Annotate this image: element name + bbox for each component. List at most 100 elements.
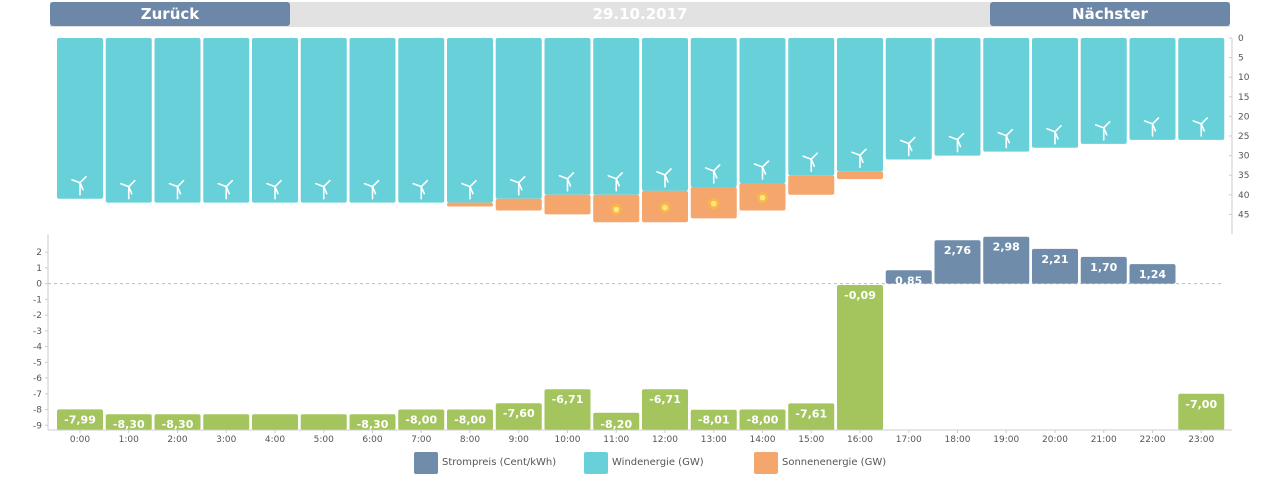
x-tick-label: 3:00	[216, 435, 236, 445]
wind-bar	[1129, 38, 1176, 140]
energy-y-tick-label: 35	[1238, 171, 1249, 181]
price-y-tick-label: -8	[33, 406, 42, 416]
price-data-label: -8,01	[698, 414, 730, 427]
price-data-label: -8,00	[747, 414, 779, 427]
legend-swatch-wind	[584, 452, 608, 474]
wind-bar	[1080, 38, 1127, 144]
energy-y-tick-label: 25	[1238, 132, 1249, 142]
solar-bar	[788, 175, 835, 195]
wind-turbine-icon	[704, 164, 721, 184]
wind-turbine-icon	[1094, 121, 1111, 141]
x-tick-label: 17:00	[896, 435, 922, 445]
wind-turbine-icon	[656, 168, 672, 188]
wind-bar	[154, 38, 201, 203]
wind-turbine-icon	[802, 152, 819, 172]
wind-turbine-icon	[412, 179, 429, 200]
wind-bar	[690, 38, 737, 187]
price-bar	[349, 414, 396, 430]
price-bar	[544, 389, 591, 430]
energy-y-tick-label: 5	[1238, 54, 1244, 64]
price-y-tick-label: 1	[36, 264, 42, 274]
price-data-label: 2,76	[944, 244, 971, 257]
x-tick-label: 7:00	[411, 435, 431, 445]
x-tick-label: 19:00	[993, 435, 1019, 445]
wind-bar	[398, 38, 445, 203]
price-data-label: -7,61	[795, 407, 827, 420]
price-bar	[642, 389, 688, 430]
price-data-label: -8,30	[162, 418, 194, 431]
wind-turbine-icon	[1143, 117, 1160, 137]
price-data-label: -7,99	[64, 413, 96, 426]
back-button[interactable]: Zurück	[50, 2, 290, 26]
price-data-label: -7,00	[1185, 398, 1217, 411]
x-tick-label: 0:00	[70, 435, 90, 445]
wind-bar	[739, 38, 786, 184]
x-tick-label: 6:00	[362, 435, 382, 445]
x-tick-label: 21:00	[1091, 435, 1117, 445]
wind-turbine-icon	[607, 172, 624, 192]
wind-turbine-icon	[461, 179, 477, 200]
wind-bar	[1178, 38, 1225, 140]
wind-turbine-icon	[314, 179, 331, 200]
price-data-label: 0,85	[895, 274, 922, 287]
energy-y-tick-label: 40	[1238, 191, 1250, 201]
price-data-label: -8,30	[113, 418, 145, 431]
price-data-label: -6,71	[552, 393, 584, 406]
legend-swatch-price	[414, 452, 438, 474]
price-data-label: 2,98	[993, 241, 1020, 254]
wind-bar	[349, 38, 396, 203]
price-y-tick-label: 2	[36, 248, 42, 258]
wind-turbine-icon	[119, 179, 136, 200]
wind-turbine-icon	[899, 136, 916, 157]
wind-bar	[837, 38, 883, 172]
x-tick-label: 13:00	[701, 435, 727, 445]
next-button[interactable]: Nächster	[990, 2, 1230, 26]
wind-bar	[203, 38, 250, 203]
wind-bar	[252, 38, 298, 203]
wind-turbine-icon	[851, 148, 867, 169]
x-tick-label: 20:00	[1042, 435, 1068, 445]
x-tick-label: 18:00	[945, 435, 971, 445]
price-y-tick-label: 0	[36, 280, 42, 290]
solar-bar	[447, 202, 493, 207]
wind-turbine-icon	[753, 160, 770, 180]
price-bar	[105, 414, 152, 430]
x-tick-label: 10:00	[555, 435, 581, 445]
energy-y-tick-label: 45	[1238, 210, 1249, 220]
price-bar	[788, 403, 835, 430]
x-tick-label: 23:00	[1188, 435, 1214, 445]
wind-turbine-icon	[363, 179, 380, 200]
wind-bar	[105, 38, 152, 203]
price-data-label: -8,00	[454, 414, 486, 427]
price-y-tick-label: -1	[33, 295, 42, 305]
legend-label-solar: Sonnenenergie (GW)	[782, 457, 887, 468]
price-bar	[934, 240, 981, 284]
price-bar	[983, 236, 1030, 284]
x-tick-label: 1:00	[119, 435, 139, 445]
x-tick-label: 14:00	[750, 435, 776, 445]
energy-y-tick-label: 10	[1238, 73, 1250, 83]
x-tick-label: 4:00	[265, 435, 285, 445]
sun-icon-core	[662, 204, 668, 211]
price-bar	[593, 412, 640, 430]
wind-turbine-icon	[558, 172, 575, 192]
x-tick-label: 15:00	[798, 435, 824, 445]
wind-bar	[300, 38, 347, 203]
price-bar	[495, 403, 542, 430]
solar-bar	[495, 198, 542, 211]
wind-turbine-icon	[1192, 117, 1209, 137]
wind-turbine-icon	[266, 179, 282, 200]
legend-label-price: Strompreis (Cent/kWh)	[442, 457, 557, 468]
wind-bar	[495, 38, 542, 199]
wind-bar	[642, 38, 688, 191]
price-data-label: -0,09	[844, 289, 876, 302]
x-tick-label: 12:00	[652, 435, 678, 445]
energy-y-tick-label: 0	[1238, 34, 1244, 44]
wind-turbine-icon	[997, 128, 1014, 149]
price-data-label: 2,21	[1041, 253, 1068, 266]
sun-icon-core	[613, 206, 620, 213]
price-y-tick-label: -9	[33, 421, 42, 431]
x-tick-label: 11:00	[603, 435, 629, 445]
sun-icon-core	[710, 200, 717, 207]
